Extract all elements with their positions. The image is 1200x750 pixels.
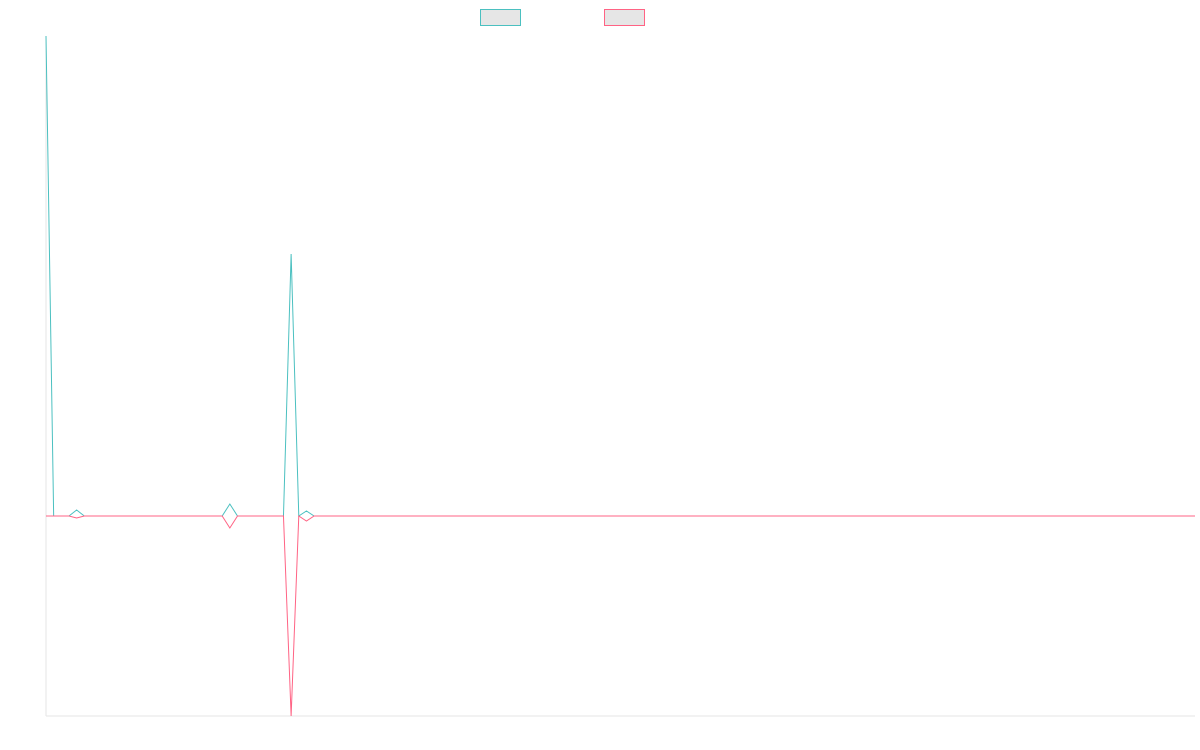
series-line-1 xyxy=(46,515,1195,717)
legend-swatch-0 xyxy=(480,9,521,26)
legend xyxy=(480,9,645,26)
axes xyxy=(45,36,1195,717)
legend-swatch-1 xyxy=(604,9,645,26)
series-layer xyxy=(45,35,1195,717)
series-line-0 xyxy=(45,35,1195,517)
